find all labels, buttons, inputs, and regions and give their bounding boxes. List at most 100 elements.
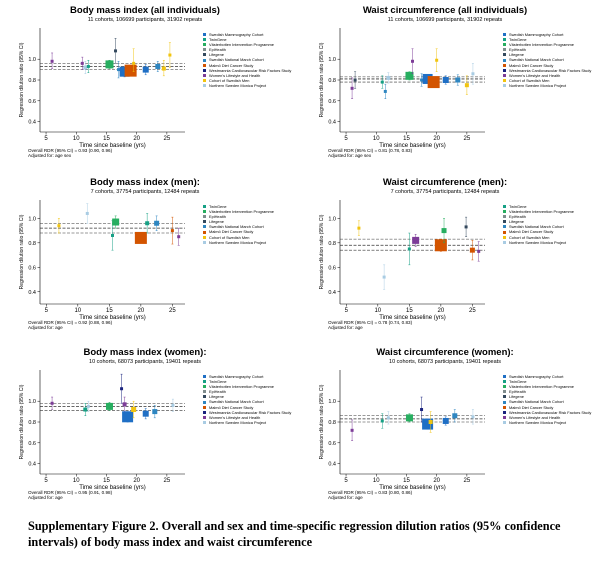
data-point bbox=[117, 68, 121, 72]
y-tick-label: 1.0 bbox=[328, 57, 336, 63]
data-point bbox=[428, 420, 433, 424]
chart-title: Body mass index (men): bbox=[90, 177, 200, 188]
legend-label: Swedish Mammography Cohort bbox=[509, 32, 564, 37]
y-tick-label: 0.6 bbox=[328, 441, 336, 447]
legend-swatch bbox=[203, 220, 206, 224]
data-point bbox=[469, 247, 475, 253]
y-tick-label: 1.0 bbox=[28, 57, 36, 63]
legend-swatch bbox=[203, 385, 206, 389]
legend-item: Northern Sweden Monica Project bbox=[203, 420, 291, 425]
legend-item: Women's Lifestyle and Health bbox=[503, 415, 591, 420]
data-point bbox=[105, 402, 113, 410]
legend-label: Cohort of Swedish Men bbox=[509, 234, 550, 240]
legend-label: Westmannia Cardiovascular Risk Factors S… bbox=[509, 409, 592, 415]
legend-label: Cohort of Swedish Men bbox=[509, 77, 550, 83]
y-tick-label: 1.0 bbox=[328, 399, 336, 405]
legend-label: Västerbotten Intervention Programme bbox=[509, 384, 574, 390]
legend-item: EpiHealth bbox=[203, 214, 274, 219]
legend-swatch bbox=[503, 33, 506, 37]
data-point bbox=[57, 224, 61, 228]
legend-swatch bbox=[203, 83, 206, 87]
legend-label: Västerbotten Intervention Programme bbox=[209, 42, 274, 48]
legend-label: EpiHealth bbox=[509, 214, 526, 220]
legend-swatch bbox=[203, 230, 206, 234]
x-axis-label: Time since baseline (yrs) bbox=[79, 315, 145, 321]
chart-subtitle: 10 cohorts, 68073 participants, 19401 re… bbox=[89, 359, 201, 365]
y-tick-label: 0.8 bbox=[328, 78, 336, 84]
legend-item: Västerbotten Intervention Programme bbox=[503, 209, 574, 214]
legend-item: EpiHealth bbox=[503, 214, 574, 219]
data-point bbox=[122, 402, 127, 407]
legend-swatch bbox=[203, 63, 206, 67]
legend-label: EpiHealth bbox=[509, 47, 526, 53]
legend-item: TwinGene bbox=[203, 37, 291, 42]
x-tick-label: 25 bbox=[164, 478, 171, 484]
legend-label: EpiHealth bbox=[209, 389, 226, 395]
data-point bbox=[154, 220, 160, 226]
y-tick-label: 0.4 bbox=[328, 120, 336, 126]
x-tick-label: 25 bbox=[164, 136, 171, 142]
data-point bbox=[171, 403, 175, 407]
data-point bbox=[105, 60, 114, 69]
data-point bbox=[350, 86, 354, 90]
legend-swatch bbox=[503, 225, 506, 229]
legend-item: TwinGene bbox=[203, 379, 291, 384]
adjusted-text: Adjusted for: age sex bbox=[28, 153, 72, 159]
legend-swatch bbox=[203, 43, 206, 47]
x-tick-label: 15 bbox=[103, 478, 110, 484]
legend-label: Women's Lifestyle and Health bbox=[509, 72, 561, 78]
data-point bbox=[411, 59, 414, 63]
figure-caption: Supplementary Figure 2. Overall and sex … bbox=[28, 519, 561, 549]
chart-svg: 5 10 15 20 25 0.4 0.6 0.8 1.0 Time since baseline… bbox=[319, 370, 485, 491]
y-tick-label: 0.4 bbox=[28, 462, 36, 468]
legend-item: Westmannia Cardiovascular Risk Factors S… bbox=[203, 68, 291, 73]
x-tick-label: 25 bbox=[464, 136, 471, 142]
y-tick-label: 0.6 bbox=[328, 99, 336, 105]
y-tick-label: 0.4 bbox=[28, 290, 36, 296]
data-point bbox=[132, 61, 136, 65]
legend-item: Västerbotten Intervention Programme bbox=[503, 42, 591, 47]
legend-item: Cohort of Swedish Men bbox=[503, 78, 591, 83]
chart-panel-3: Body mass index (men): 7 cohorts, 37754 p… bbox=[0, 172, 300, 342]
legend-label: EpiHealth bbox=[209, 47, 226, 53]
x-tick-label: 10 bbox=[373, 136, 380, 142]
y-tick-label: 0.6 bbox=[28, 265, 36, 271]
legend-swatch bbox=[203, 415, 206, 419]
legend-label: Women's Lifestyle and Health bbox=[209, 72, 261, 78]
legend-swatch bbox=[503, 205, 506, 209]
data-point bbox=[477, 249, 481, 253]
chart-panel-4: Waist circumference (men): 7 cohorts, 377… bbox=[300, 172, 600, 342]
legend-item: Malmö Diet Cancer Study bbox=[503, 63, 591, 68]
legend-swatch bbox=[503, 235, 506, 239]
data-point bbox=[177, 235, 181, 239]
data-point bbox=[452, 413, 458, 419]
x-tick-label: 5 bbox=[44, 478, 48, 484]
chart-legend: TwinGene Västerbotten Intervention Progra… bbox=[503, 204, 574, 245]
legend-item: Westmannia Cardiovascular Risk Factors S… bbox=[503, 68, 591, 73]
adjusted-text: Adjusted for: age sex bbox=[328, 153, 372, 159]
data-point bbox=[170, 229, 174, 233]
legend-label: Cohort of Swedish Men bbox=[209, 77, 250, 83]
x-tick-label: 15 bbox=[103, 136, 110, 142]
legend-swatch bbox=[503, 68, 506, 72]
legend-label: Northern Sweden Monica Project bbox=[209, 82, 267, 88]
legend-swatch bbox=[203, 38, 206, 42]
data-point bbox=[50, 401, 54, 405]
x-tick-label: 15 bbox=[403, 136, 410, 142]
chart-panel-6: Waist circumference (women): 10 cohorts, … bbox=[300, 342, 600, 512]
x-tick-label: 10 bbox=[73, 478, 80, 484]
legend-item: Swedish Mammography Cohort bbox=[503, 32, 591, 37]
legend-item: TwinGene bbox=[203, 204, 274, 209]
legend-swatch bbox=[203, 400, 206, 404]
data-point bbox=[131, 407, 137, 413]
x-tick-label: 15 bbox=[106, 308, 113, 314]
legend-label: Lifegene bbox=[509, 52, 524, 58]
chart-title: Body mass index (women): bbox=[83, 347, 207, 358]
data-point bbox=[405, 71, 414, 80]
data-point bbox=[50, 59, 54, 63]
y-axis-label: Regression dilution ratio (95% CI) bbox=[19, 384, 25, 459]
legend-swatch bbox=[503, 405, 506, 409]
legend-swatch bbox=[503, 420, 506, 424]
chart-panel-2: Waist circumference (all individuals) 11 … bbox=[300, 0, 600, 170]
legend-label: Malmö Diet Cancer Study bbox=[209, 62, 254, 68]
